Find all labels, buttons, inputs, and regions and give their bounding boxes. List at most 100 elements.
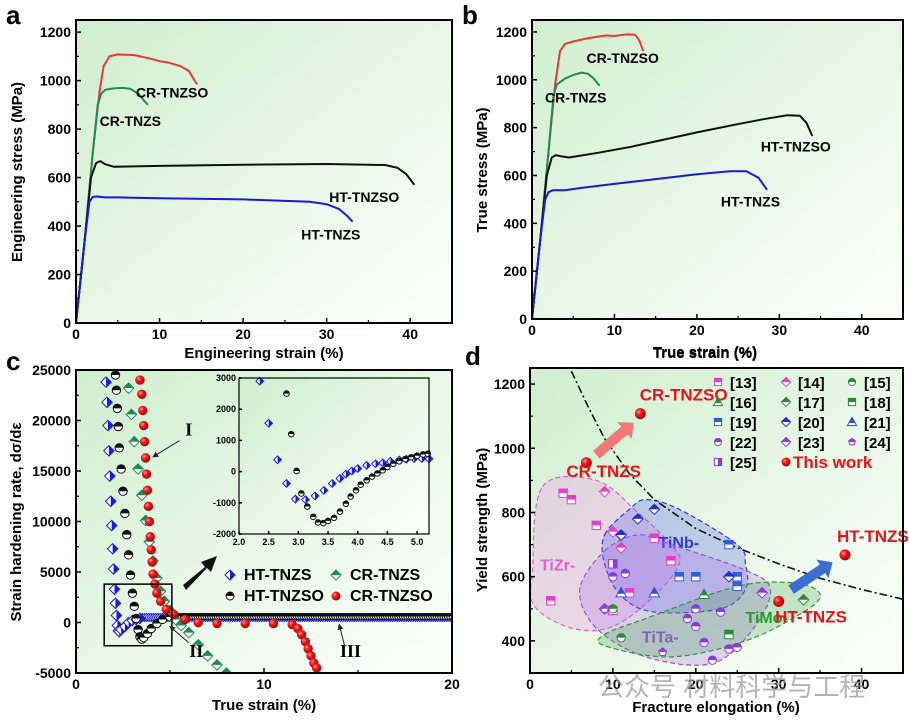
region-label: II [189, 641, 203, 661]
data-point [268, 618, 279, 629]
legend-marker [846, 416, 858, 427]
data-point [112, 403, 123, 414]
data-point [140, 453, 151, 463]
data-point [102, 419, 114, 432]
y-axis-label-a: Engineering stress (MPa) [9, 82, 26, 262]
x-tick-label: 20 [689, 322, 705, 338]
annotations-a: CR-TNZSO CR-TNZS HT-TNZSO HT-TNZS [100, 85, 400, 243]
legend-item: [25] [713, 455, 757, 472]
y-axis-label-c: Strain hardening rate, dσ/dε [8, 422, 25, 621]
trend-arrow-shape [788, 559, 833, 594]
x-tick-label: 0 [72, 326, 80, 342]
data-point [182, 626, 195, 639]
legend-item-cr-tnzso: CR-TNZSO [331, 588, 433, 605]
series-line-ht-tnzso [531, 114, 814, 320]
data-point [100, 376, 112, 389]
curve-label: CR-TNZSO [587, 50, 659, 66]
legend-marker [847, 377, 857, 387]
inset-c: 2.0 2.5 3.0 3.5 4.0 4.5 5.0 -2000 -1000 0 1000 2000… [213, 373, 434, 547]
sphere-marker [146, 545, 156, 555]
inset-data-point [341, 469, 351, 479]
data-point [558, 488, 568, 498]
sphere-marker [137, 389, 147, 399]
panel-b: b CR-TNZSO CR-TNZS HT-TNZSO HT-TNZS 0 10 20 30… [462, 0, 904, 361]
y-tick-label: 5000 [40, 564, 71, 580]
sphere-marker [152, 588, 162, 598]
series-points-c [100, 370, 452, 673]
x-tick-label: 20 [235, 326, 251, 342]
annotations-d: CR-TNZS CR-TNZSO HT-TNZS HT-TNZSO [566, 386, 909, 627]
x-axis-label-a: Engineering strain (%) [184, 345, 343, 362]
data-point [715, 607, 726, 617]
y-tick-label: 2000 [216, 404, 236, 414]
curve-label: HT-TNZS [301, 226, 360, 242]
data-point [120, 508, 130, 519]
data-point [648, 586, 661, 598]
data-point [608, 604, 618, 614]
data-point [616, 632, 626, 643]
data-point [546, 596, 556, 606]
inset-series-ht-tnzso [283, 390, 432, 527]
series-line-cr-tnzs [75, 86, 149, 324]
this-work-label: CR-TNZSO [640, 386, 728, 405]
data-point [143, 501, 154, 512]
data-point [699, 637, 709, 648]
data-point [146, 545, 156, 555]
series-ref21ref [615, 586, 661, 598]
legend-label: [16] [730, 395, 757, 412]
data-point [148, 569, 158, 579]
inset-data-point [390, 460, 397, 468]
inset-data-point [347, 493, 354, 500]
data-point [723, 570, 735, 583]
sphere-marker [144, 516, 155, 527]
data-point [296, 629, 307, 640]
y-tick-label: 600 [48, 170, 72, 186]
data-point [137, 389, 147, 399]
inset-data-point [401, 455, 409, 463]
legend-marker [331, 591, 341, 601]
legend-item: [21] [846, 415, 891, 432]
legend-marker [225, 591, 235, 601]
y-tick-label: 1000 [40, 73, 71, 89]
annotations-b: CR-TNZSO CR-TNZS HT-TNZSO HT-TNZS [545, 50, 831, 210]
data-point [797, 593, 810, 606]
x-tick-label: 3.5 [322, 537, 335, 547]
axes-d: 0 10 20 30 40 400 600 800 1000 1200 [494, 376, 870, 692]
pointer-arrow-i [152, 440, 180, 458]
legend-label: [25] [730, 455, 757, 472]
panel-letter-d: d [465, 341, 481, 371]
series-ref13ref [546, 488, 676, 616]
panel-c: c III III 0 10 20-5000050001000015000200002… [6, 346, 460, 714]
data-point [107, 563, 120, 575]
legend-item: This work [781, 453, 873, 472]
data-point [147, 557, 157, 567]
inset-data-point [413, 452, 421, 459]
data-point [129, 601, 139, 612]
inset-data-point [374, 470, 381, 477]
plot-frame-b [531, 19, 904, 320]
legend-marker [781, 457, 791, 467]
inset-data-point [255, 376, 265, 386]
data-point [144, 516, 155, 527]
data-point [201, 649, 214, 662]
series-ref16ref [698, 588, 711, 600]
data-point [707, 655, 718, 665]
data-point [240, 618, 250, 629]
y-tick-label: -2000 [213, 529, 236, 539]
inset-data-point [347, 466, 357, 476]
inset-data-point [324, 517, 332, 525]
x-tick-label: 10 [607, 322, 623, 338]
x-tick-label: 30 [772, 322, 788, 338]
x-tick-label: 2.0 [233, 537, 246, 547]
y-axis-label-d: Yield strength (MPa) [474, 448, 491, 592]
data-point [724, 644, 734, 654]
curve-label: CR-TNZSO [136, 85, 208, 101]
panel-d: d True strain (%) TiZr- TiNb- TiTa- TiMo- C… [465, 341, 909, 716]
x-tick-label: 30 [319, 326, 335, 342]
data-point [116, 464, 126, 474]
y-tick-label: 0 [231, 467, 236, 477]
y-tick-label: 0 [63, 315, 71, 331]
data-point [608, 559, 618, 569]
data-point [105, 519, 118, 532]
